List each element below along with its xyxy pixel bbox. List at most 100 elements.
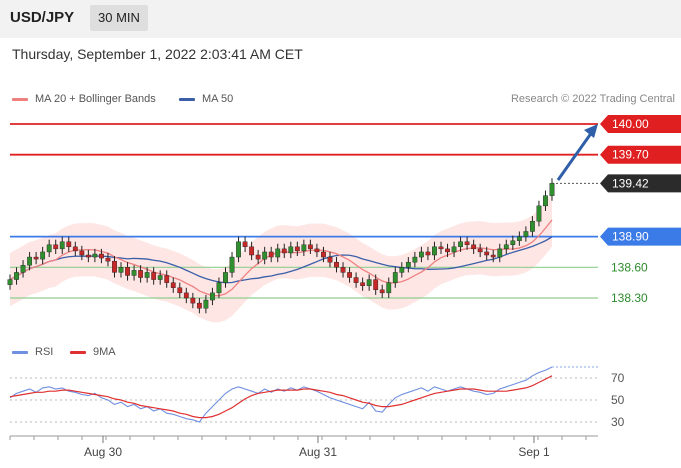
candle: [164, 270, 170, 288]
top-bar: USD/JPY 30 MIN: [0, 0, 681, 38]
candle-body: [99, 253, 104, 259]
level-139-42-tag: [600, 174, 681, 193]
candle: [301, 239, 307, 257]
level-139-70-tag: [600, 145, 681, 164]
candle-body: [438, 246, 444, 250]
candle: [275, 243, 281, 263]
candle-body: [425, 251, 431, 256]
candle: [477, 243, 483, 258]
candle-body: [7, 279, 13, 285]
legend-ma50-label: MA 50: [202, 93, 234, 105]
candle: [366, 274, 372, 291]
rsi-swatch: [12, 350, 28, 354]
candle: [66, 236, 72, 252]
candle-body: [360, 282, 366, 286]
ma20-swatch: [12, 97, 28, 101]
bollinger-band: [10, 193, 552, 323]
candle: [281, 243, 287, 259]
candle: [497, 243, 503, 263]
x-tick-label: Aug 31: [299, 445, 337, 459]
candle: [138, 265, 144, 283]
candle: [523, 226, 529, 242]
candle: [85, 249, 91, 263]
candle-body: [445, 248, 450, 253]
candle-body: [177, 287, 183, 294]
candle: [412, 251, 418, 268]
candle-body: [59, 241, 65, 250]
candle: [373, 274, 379, 295]
candle: [530, 216, 535, 237]
candle-body: [340, 267, 346, 273]
legend-ma50: MA 50: [179, 93, 233, 105]
candle-body: [112, 260, 117, 273]
candle-body: [503, 244, 509, 250]
timeframe-button[interactable]: 30 MIN: [90, 5, 148, 31]
candle-body: [373, 279, 379, 291]
credit-text: Research © 2022 Trading Central: [510, 93, 675, 105]
candle-body: [33, 256, 39, 260]
candle: [516, 231, 522, 246]
candle: [242, 236, 248, 252]
rsi-tick-30: 30: [611, 415, 625, 429]
candle-body: [353, 277, 359, 283]
candle-body: [530, 221, 535, 232]
candle: [92, 248, 98, 263]
candle: [255, 249, 261, 265]
legend-ma20-label: MA 20 + Bollinger Bands: [35, 93, 156, 105]
candle: [262, 246, 268, 265]
instrument-title: USD/JPY: [10, 9, 75, 26]
candle: [27, 251, 32, 271]
candle-body: [307, 244, 313, 250]
candle: [118, 262, 124, 278]
candle-body: [418, 251, 424, 258]
candle-body: [497, 248, 503, 258]
candle: [425, 246, 431, 261]
candle-body: [484, 251, 490, 256]
candle-body: [125, 267, 130, 276]
candle: [268, 246, 274, 263]
candle: [294, 241, 300, 257]
candle: [216, 277, 222, 298]
candle-body: [549, 183, 555, 196]
candle: [490, 249, 496, 263]
ma50-swatch: [179, 97, 195, 101]
candle: [288, 241, 294, 259]
candle: [340, 262, 346, 278]
candle: [445, 243, 450, 258]
rsi-ma-swatch: [70, 350, 86, 354]
candle-body: [242, 241, 248, 248]
candle: [79, 245, 85, 261]
candle: [536, 200, 542, 227]
candle-body: [40, 251, 46, 260]
candle: [438, 241, 444, 254]
candle-body: [131, 270, 137, 276]
candle: [33, 251, 39, 265]
candle-body: [183, 292, 189, 299]
candle: [157, 270, 163, 285]
candle: [347, 267, 352, 283]
candle: [203, 294, 209, 314]
candle-body: [223, 272, 228, 283]
candle-body: [164, 275, 170, 283]
candle-body: [236, 241, 241, 258]
candle-body: [14, 272, 19, 280]
candle-body: [464, 241, 470, 245]
candle-body: [347, 272, 352, 278]
candle-body: [46, 244, 52, 253]
candle: [229, 251, 235, 278]
candle: [399, 262, 405, 278]
candle: [405, 257, 411, 273]
legend-ma20: MA 20 + Bollinger Bands: [12, 93, 156, 105]
legend-rsi: RSI: [12, 346, 53, 358]
candle-body: [321, 251, 326, 258]
candle-body: [477, 248, 483, 253]
candle: [379, 284, 385, 298]
candle-body: [294, 246, 300, 252]
candle-body: [203, 299, 209, 309]
candle: [236, 236, 241, 263]
candle: [334, 257, 339, 273]
candle-body: [85, 254, 91, 258]
candle: [503, 239, 509, 254]
candle-body: [386, 282, 392, 294]
